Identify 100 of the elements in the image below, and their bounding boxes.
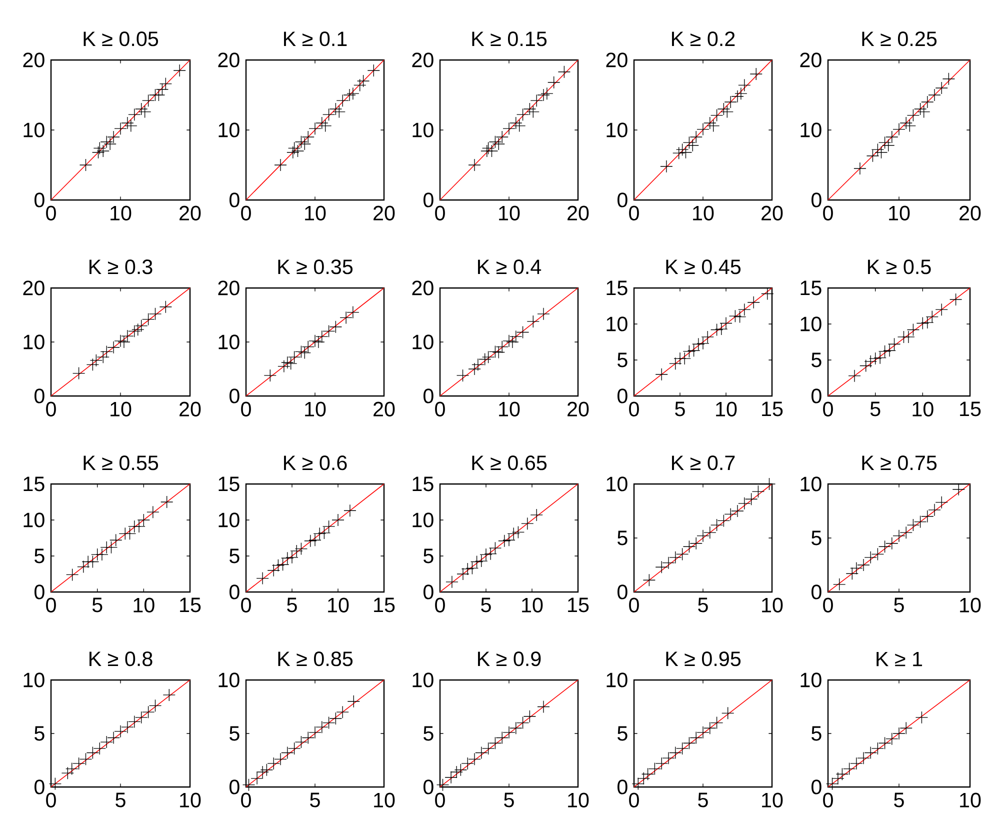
point [482, 142, 495, 155]
point [456, 568, 470, 580]
point [312, 336, 325, 348]
point [482, 742, 495, 755]
point [256, 572, 269, 585]
point [302, 731, 314, 744]
x-tick-label: 0 [629, 402, 639, 416]
point [903, 119, 916, 132]
point [888, 338, 901, 350]
point [914, 515, 927, 528]
point [832, 772, 844, 785]
y-tick-label: 0 [812, 388, 822, 404]
point [523, 102, 536, 116]
point [540, 87, 554, 100]
y-tick-label: 15 [800, 280, 822, 296]
point [267, 757, 280, 770]
point [724, 508, 737, 521]
point [256, 766, 269, 778]
point [710, 323, 724, 336]
point [470, 555, 484, 568]
y-tick-label: 0 [230, 780, 240, 794]
point [848, 369, 861, 382]
point [850, 757, 863, 770]
point [864, 746, 877, 760]
x-tick-label: 0 [823, 206, 833, 220]
chart-title: K ≥ 0.65 [472, 456, 547, 470]
point [468, 362, 481, 376]
point [114, 122, 127, 135]
point [496, 731, 508, 744]
point [720, 316, 732, 330]
point [717, 514, 730, 528]
chart-title: K ≥ 0.7 [672, 456, 735, 470]
point [516, 716, 530, 730]
point [886, 130, 898, 144]
point [482, 350, 495, 364]
y-tick-label: 10 [412, 122, 434, 138]
point [308, 334, 322, 348]
point [274, 158, 287, 172]
y-tick-label: 0 [424, 584, 434, 600]
point [294, 345, 308, 358]
x-tick-label: 10 [499, 206, 520, 220]
y-tick-label: 10 [218, 122, 240, 138]
point [336, 706, 349, 718]
y-tick-label: 20 [606, 52, 628, 68]
point [114, 725, 127, 738]
point [902, 330, 915, 344]
chart-title: K ≥ 0.35 [278, 260, 353, 274]
point [114, 334, 127, 348]
point [704, 526, 716, 539]
x-tick-label: 20 [180, 402, 201, 416]
point [660, 160, 673, 173]
point [687, 344, 700, 357]
chart-title: K ≥ 0.05 [84, 32, 158, 46]
point [492, 138, 505, 150]
point [914, 102, 927, 116]
y-tick-label: 20 [218, 280, 240, 296]
y-tick-label: 0 [34, 780, 44, 794]
point [738, 78, 751, 92]
point [264, 369, 276, 382]
point [928, 504, 941, 516]
point [704, 722, 716, 734]
x-tick-label: 0 [241, 206, 251, 220]
point [921, 510, 934, 523]
point [472, 358, 484, 371]
y-tick-label: 10 [412, 512, 434, 528]
x-tick-label: 10 [328, 598, 349, 612]
point [942, 72, 956, 86]
point [928, 88, 941, 102]
point [107, 341, 120, 354]
point [302, 130, 314, 144]
point [669, 357, 682, 370]
x-tick-label: 20 [960, 206, 981, 220]
x-tick-label: 10 [762, 598, 783, 612]
point [846, 567, 858, 580]
point [343, 88, 356, 102]
x-tick-label: 0 [46, 792, 56, 808]
y-tick-label: 0 [812, 780, 822, 794]
point [871, 742, 884, 755]
point [367, 64, 380, 77]
point [682, 736, 696, 750]
x-tick-label: 5 [310, 792, 320, 808]
y-tick-label: 5 [618, 352, 628, 368]
chart-title: K ≥ 0.45 [666, 260, 741, 274]
point [871, 143, 884, 156]
point [294, 736, 308, 748]
point [128, 324, 141, 338]
chart-title: K ≥ 0.6 [284, 456, 347, 470]
point [86, 555, 100, 568]
point [513, 119, 526, 132]
x-tick-label: 5 [698, 598, 708, 612]
y-tick-label: 5 [812, 726, 822, 741]
point [100, 345, 113, 358]
point [488, 542, 502, 554]
y-tick-label: 10 [800, 316, 822, 332]
point [135, 319, 148, 332]
point [750, 68, 762, 80]
x-tick-label: 5 [481, 598, 491, 612]
y-tick-label: 15 [606, 280, 628, 296]
y-tick-label: 5 [230, 726, 240, 741]
x-tick-label: 20 [374, 402, 395, 416]
